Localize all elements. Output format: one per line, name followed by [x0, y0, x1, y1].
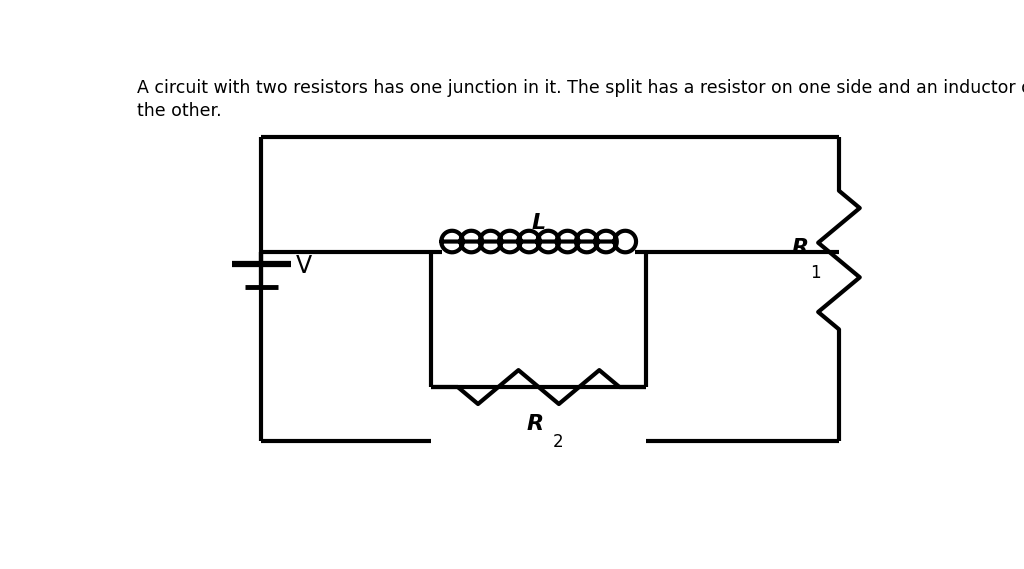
Text: L: L	[531, 213, 546, 233]
Text: 2: 2	[553, 433, 563, 451]
Text: V: V	[296, 254, 312, 278]
Text: R: R	[792, 238, 808, 258]
Text: 1: 1	[810, 264, 820, 282]
Text: R: R	[526, 414, 544, 434]
Text: A circuit with two resistors has one junction in it. The split has a resistor on: A circuit with two resistors has one jun…	[137, 79, 1024, 97]
Text: the other.: the other.	[137, 102, 221, 120]
